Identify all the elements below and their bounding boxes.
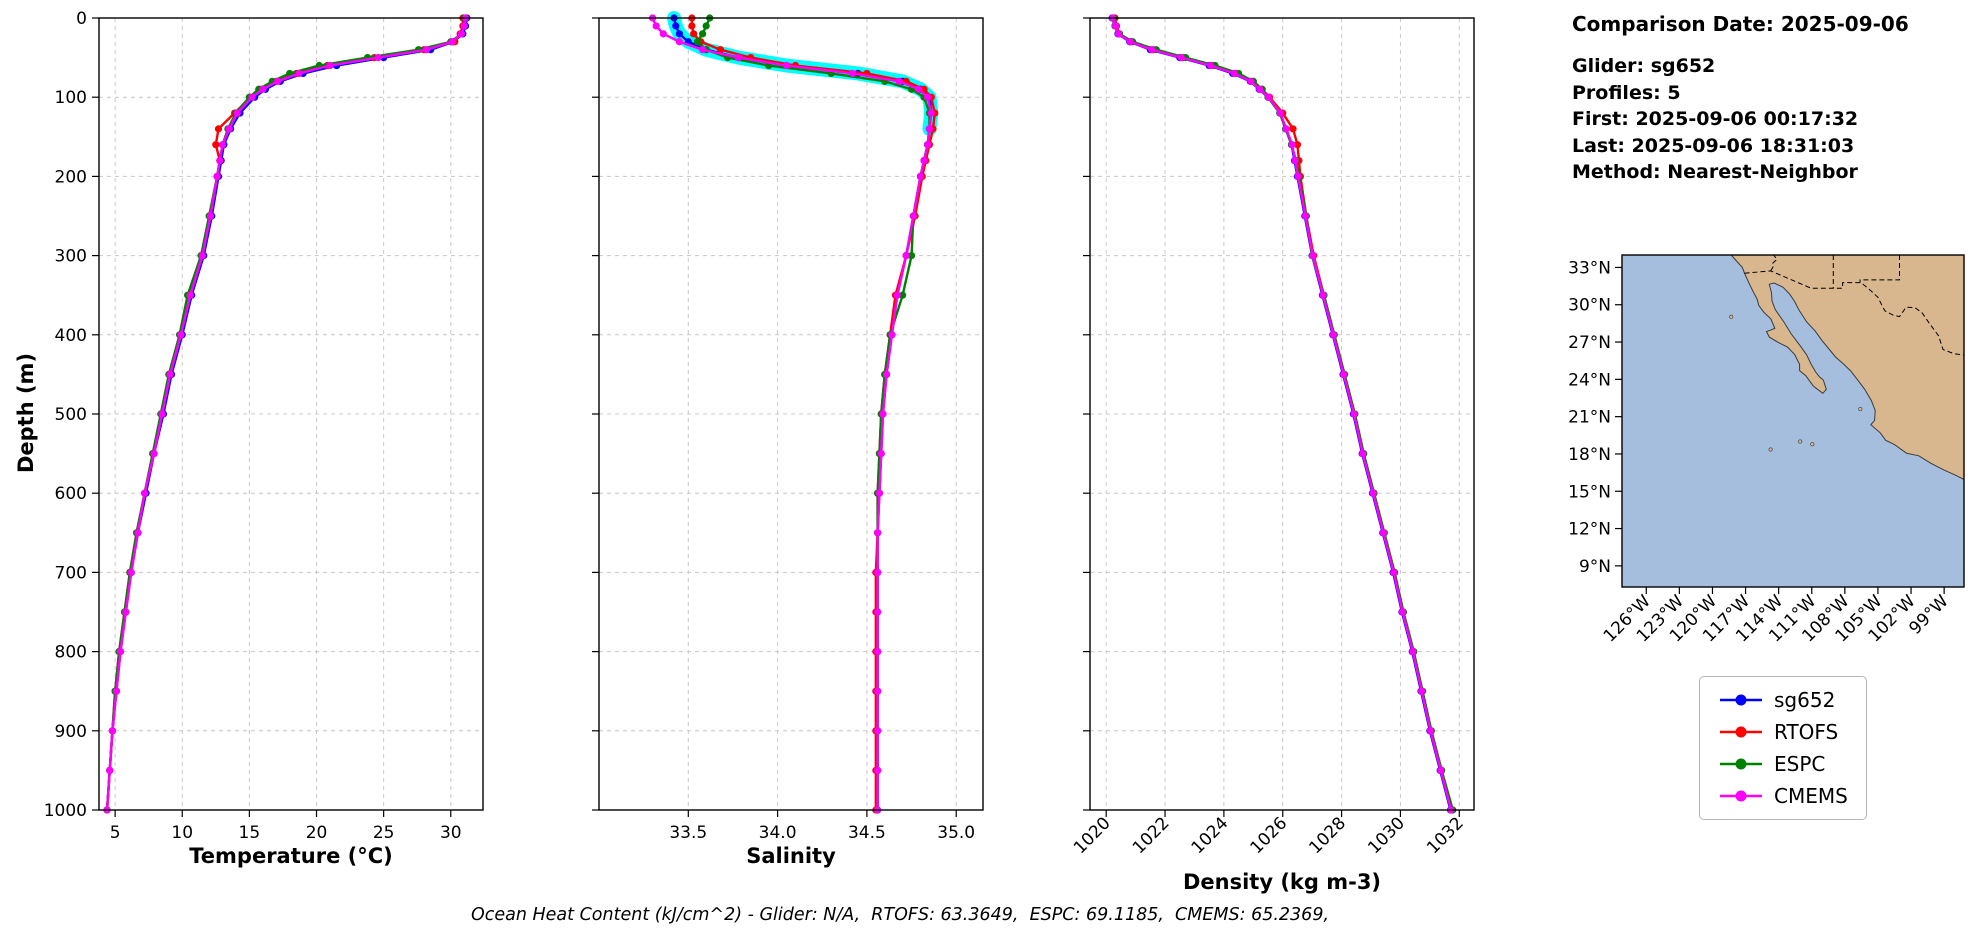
map-lat-label: 30°N — [1568, 296, 1611, 316]
island — [1768, 447, 1773, 452]
x-tick-label: 34.0 — [759, 823, 797, 843]
y-tick-label: 100 — [55, 88, 87, 108]
series-line-CMEMS — [105, 17, 467, 811]
density-axis-label: Density (kg m-3) — [1182, 870, 1382, 894]
legend-entry-RTOFS: RTOFS — [1718, 720, 1848, 744]
island — [1858, 407, 1863, 412]
legend-entry-sg652: sg652 — [1718, 688, 1848, 712]
glider-name-text: Glider: sg652 — [1572, 55, 1716, 77]
island — [1729, 314, 1734, 319]
temperature-plot: 5 10 15 20 25 30 0 100 200 300 400 500 600 700 800 900 1… — [44, 9, 484, 918]
political-border — [1770, 254, 1778, 272]
legend-marker-icon — [1720, 758, 1762, 770]
map-lat-label: 21°N — [1568, 408, 1611, 428]
salinity-axis-label: Salinity — [746, 844, 836, 868]
map-lon-label: 99°W — [1905, 591, 1952, 638]
map-lat-label: 24°N — [1568, 370, 1611, 390]
map-lat-label: 18°N — [1568, 445, 1611, 465]
y-tick-label: 1000 — [44, 801, 87, 821]
x-tick-label: 1030 — [1364, 813, 1409, 858]
temperature-plot-svg: 5 10 15 20 25 3001002003004005006007008009001… — [44, 9, 484, 843]
legend: sg652 RTOFS ESPC CMEMS — [1699, 676, 1867, 820]
legend-label: sg652 — [1774, 688, 1836, 712]
x-tick-label: 1032 — [1423, 813, 1468, 858]
x-tick-label: 20 — [306, 823, 328, 843]
density-plot-svg: 1020 1022 1024 1026 1028 1030 1032 — [1070, 14, 1475, 858]
island — [1798, 439, 1803, 444]
ocean-heat-content-caption: Ocean Heat Content (kJ/cm^2) - Glider: N… — [470, 905, 1330, 925]
legend-marker-icon — [1720, 790, 1762, 802]
y-tick-label: 400 — [55, 326, 87, 346]
x-tick-label: 1020 — [1070, 813, 1115, 858]
map-lat-label: 27°N — [1568, 333, 1611, 353]
comparison-date-text: Comparison Date: 2025-09-06 — [1572, 12, 1909, 36]
y-tick-label: 300 — [55, 247, 87, 267]
salinity-plot-svg: 33.5 34.0 34.5 35.0 — [592, 11, 984, 843]
y-tick-label: 700 — [55, 563, 87, 583]
x-tick-label: 5 — [110, 823, 121, 843]
density-plot: 1020 1022 1024 1026 1028 1030 1032 Density (kg… — [1070, 14, 1475, 918]
legend-entry-CMEMS: CMEMS — [1718, 784, 1848, 808]
temperature-axis-label: Temperature (°C) — [189, 844, 393, 868]
political-border — [1744, 270, 1965, 356]
y-tick-label: 200 — [55, 167, 87, 187]
series-line-CMEMS — [1111, 17, 1453, 811]
legend-marker-icon — [1720, 694, 1762, 706]
map-lat-label: 33°N — [1568, 258, 1611, 278]
x-tick-label: 34.5 — [848, 823, 886, 843]
x-tick-label: 15 — [239, 823, 261, 843]
x-tick-label: 1024 — [1188, 813, 1233, 858]
legend-entry-ESPC: ESPC — [1718, 752, 1848, 776]
y-tick-label: 800 — [55, 643, 87, 663]
series-line-CMEMS — [651, 17, 933, 810]
y-tick-label: 900 — [55, 722, 87, 742]
location-map: 9°N 12°N 15°N 18°N 21°N 24°N 27°N 30°N 33°N 126°W… — [1568, 254, 1965, 646]
x-tick-label: 1022 — [1129, 813, 1174, 858]
profiles-count-text: Profiles: 5 — [1572, 81, 1681, 104]
x-tick-label: 33.5 — [669, 823, 707, 843]
legend-label: RTOFS — [1774, 720, 1839, 744]
y-tick-label: 500 — [55, 405, 87, 425]
series-line-RTOFS — [690, 18, 936, 810]
x-tick-label: 30 — [440, 823, 462, 843]
legend-marker-icon — [1720, 726, 1762, 738]
x-tick-label: 1026 — [1247, 813, 1292, 858]
x-tick-label: 1028 — [1305, 813, 1350, 858]
info-panel: Comparison Date: 2025-09-06 Glider: sg65… — [1572, 12, 1909, 186]
x-tick-label: 35.0 — [937, 823, 975, 843]
legend-label: CMEMS — [1774, 784, 1848, 808]
location-map-svg: 9°N12°N15°N18°N21°N24°N27°N30°N33°N126°W… — [1568, 254, 1965, 646]
map-lat-label: 12°N — [1568, 520, 1611, 540]
last-profile-time-text: Last: 2025-09-06 18:31:03 — [1572, 134, 1855, 157]
depth-axis-label: Depth (m) — [14, 352, 38, 474]
political-border — [1859, 255, 1900, 283]
legend-label: ESPC — [1774, 752, 1826, 776]
salinity-plot: 33.5 34.0 34.5 35.0 Salinity — [592, 11, 984, 918]
map-lat-label: 9°N — [1579, 557, 1611, 577]
first-profile-time-text: First: 2025-09-06 00:17:32 — [1572, 108, 1859, 130]
x-tick-label: 10 — [171, 823, 193, 843]
island — [1810, 442, 1815, 447]
map-lat-label: 15°N — [1568, 482, 1611, 502]
land-polygon — [1730, 254, 1965, 481]
y-tick-label: 600 — [55, 484, 87, 504]
y-tick-label: 0 — [76, 9, 87, 29]
x-tick-label: 25 — [373, 823, 395, 843]
method-text: Method: Nearest-Neighbor — [1572, 161, 1858, 183]
